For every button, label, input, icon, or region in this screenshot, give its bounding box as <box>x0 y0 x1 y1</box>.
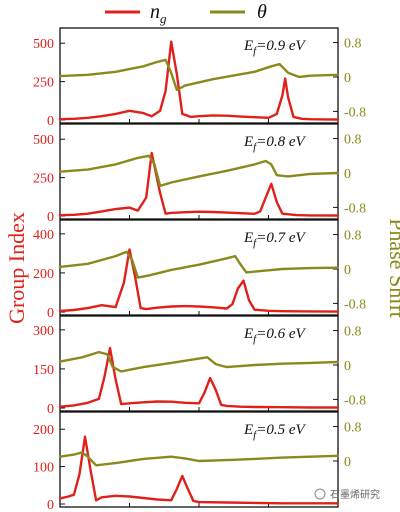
right-tick-label: -0.8 <box>344 297 366 312</box>
series-ng-line <box>58 40 340 121</box>
series-ng-line <box>58 151 340 217</box>
panel-label-value: =0.8 eV <box>256 134 306 150</box>
right-tick-label: 0 <box>344 167 351 182</box>
panel-4: 0 150 300 0.8 0 -0.8 Ef=0.6 eV <box>33 315 366 417</box>
panel-label-value: =0.9 eV <box>256 38 306 54</box>
right-axis-title: Phase Shift <box>385 218 400 318</box>
panel-3: 0 200 400 0.8 0 -0.8 Ef=0.7 eV <box>33 219 366 321</box>
watermark-icon <box>314 488 326 500</box>
right-tick-label: -0.8 <box>344 105 366 120</box>
legend-ng-label: ng <box>150 1 167 26</box>
panel-label: Ef=0.5 eV <box>243 422 307 441</box>
left-tick-label: 250 <box>33 76 54 91</box>
right-tick-label: 0.8 <box>344 421 362 436</box>
left-tick-label: 500 <box>33 37 54 52</box>
panel-2: 0 250 500 0.8 0 -0.8 Ef=0.8 eV <box>33 123 366 225</box>
series-ng-line <box>58 248 340 313</box>
series-theta-line <box>58 250 340 279</box>
right-tick-label: -0.8 <box>344 201 366 216</box>
panel-label-value: =0.5 eV <box>256 422 306 438</box>
left-tick-label: 0 <box>47 210 54 225</box>
left-tick-label: 100 <box>33 461 54 476</box>
right-tick-label: 0.8 <box>344 133 362 148</box>
left-tick-label: 500 <box>33 133 54 148</box>
panel-label-prefix: E <box>243 326 253 342</box>
left-axis-title: Group Index <box>4 212 29 324</box>
left-tick-label: 250 <box>33 172 54 187</box>
right-tick-label: 0 <box>344 263 351 278</box>
right-tick-label: -0.8 <box>344 393 366 408</box>
right-tick-label: 0 <box>344 359 351 374</box>
panel-label-value: =0.7 eV <box>256 230 306 246</box>
left-tick-label: 0 <box>47 114 54 129</box>
series-theta-line <box>58 154 340 188</box>
left-tick-label: 0 <box>47 402 54 417</box>
series-theta-line <box>58 350 340 373</box>
left-tick-label: 200 <box>33 267 54 282</box>
panel-5: 0 100 200 0.8 0 Ef=0.5 eV <box>33 411 362 512</box>
series-theta-line <box>58 58 340 92</box>
panel-label: Ef=0.9 eV <box>243 38 307 57</box>
panel-label: Ef=0.7 eV <box>243 230 307 249</box>
left-tick-label: 400 <box>33 228 54 243</box>
legend-theta-label: θ <box>257 1 267 23</box>
panel-1: 0 250 500 0.8 0 -0.8 Ef=0.9 eV <box>33 27 366 129</box>
panel-label-prefix: E <box>243 230 253 246</box>
panel-label-sub: f <box>253 237 258 249</box>
legend: ng θ <box>105 1 267 26</box>
panel-label-prefix: E <box>243 422 253 438</box>
right-tick-label: 0 <box>344 455 351 470</box>
series-ng-line <box>58 346 340 409</box>
left-tick-label: 200 <box>33 423 54 438</box>
panel-label-sub: f <box>253 45 258 57</box>
panel-label: Ef=0.6 eV <box>243 326 307 345</box>
panel-label: Ef=0.8 eV <box>243 134 307 153</box>
right-tick-label: 0 <box>344 71 351 86</box>
legend-ng-symbol: n <box>150 1 160 23</box>
panel-label-sub: f <box>253 141 258 153</box>
left-tick-label: 0 <box>47 498 54 512</box>
panel-label-value: =0.6 eV <box>256 326 306 342</box>
watermark: 石墨烯研究 <box>314 488 380 501</box>
series-theta-line <box>58 451 340 467</box>
left-tick-label: 150 <box>33 363 54 378</box>
panel-label-prefix: E <box>243 134 253 150</box>
right-tick-label: 0.8 <box>344 229 362 244</box>
left-tick-label: 300 <box>33 324 54 339</box>
left-tick-label: 0 <box>47 306 54 321</box>
watermark-text: 石墨烯研究 <box>330 488 380 501</box>
panel-label-sub: f <box>253 333 258 345</box>
right-tick-label: 0.8 <box>344 37 362 52</box>
legend-ng-subscript: g <box>160 11 167 26</box>
panel-label-prefix: E <box>243 38 253 54</box>
series-ng-line <box>58 435 340 505</box>
right-tick-label: 0.8 <box>344 325 362 340</box>
panel-label-sub: f <box>253 429 258 441</box>
